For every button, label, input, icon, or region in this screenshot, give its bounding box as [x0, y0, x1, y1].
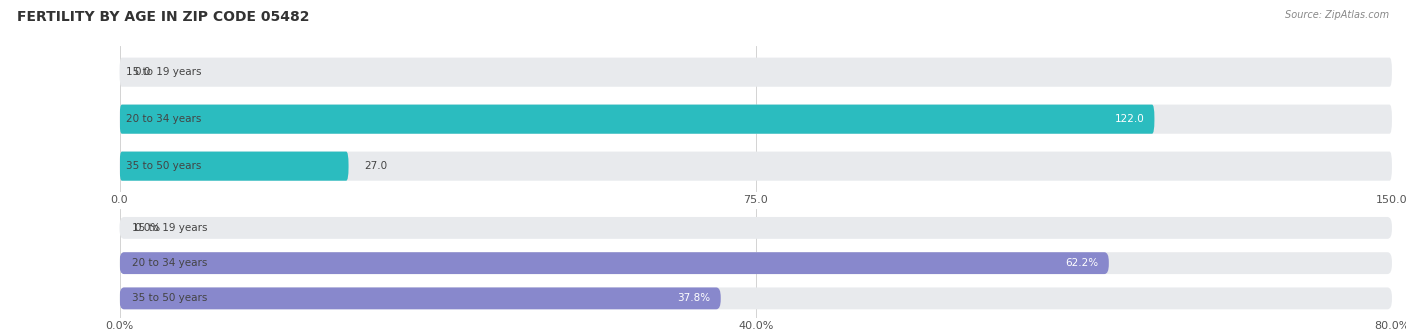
- FancyBboxPatch shape: [120, 152, 349, 181]
- Text: 20 to 34 years: 20 to 34 years: [127, 114, 201, 124]
- Text: 15 to 19 years: 15 to 19 years: [127, 67, 202, 77]
- Text: 62.2%: 62.2%: [1066, 258, 1098, 268]
- FancyBboxPatch shape: [120, 252, 1109, 274]
- FancyBboxPatch shape: [120, 287, 721, 309]
- FancyBboxPatch shape: [120, 58, 1392, 87]
- Text: 35 to 50 years: 35 to 50 years: [132, 293, 208, 304]
- Text: 0.0: 0.0: [135, 67, 152, 77]
- Text: 20 to 34 years: 20 to 34 years: [132, 258, 208, 268]
- Text: 37.8%: 37.8%: [678, 293, 710, 304]
- Text: FERTILITY BY AGE IN ZIP CODE 05482: FERTILITY BY AGE IN ZIP CODE 05482: [17, 10, 309, 24]
- Text: 35 to 50 years: 35 to 50 years: [127, 161, 201, 171]
- FancyBboxPatch shape: [120, 152, 1392, 181]
- FancyBboxPatch shape: [120, 287, 1392, 309]
- Text: 27.0: 27.0: [364, 161, 387, 171]
- FancyBboxPatch shape: [120, 105, 1392, 134]
- Text: 0.0%: 0.0%: [135, 223, 162, 233]
- FancyBboxPatch shape: [120, 217, 1392, 239]
- FancyBboxPatch shape: [120, 105, 1154, 134]
- Text: 122.0: 122.0: [1115, 114, 1144, 124]
- FancyBboxPatch shape: [120, 252, 1392, 274]
- Text: 15 to 19 years: 15 to 19 years: [132, 223, 208, 233]
- Text: Source: ZipAtlas.com: Source: ZipAtlas.com: [1285, 10, 1389, 20]
